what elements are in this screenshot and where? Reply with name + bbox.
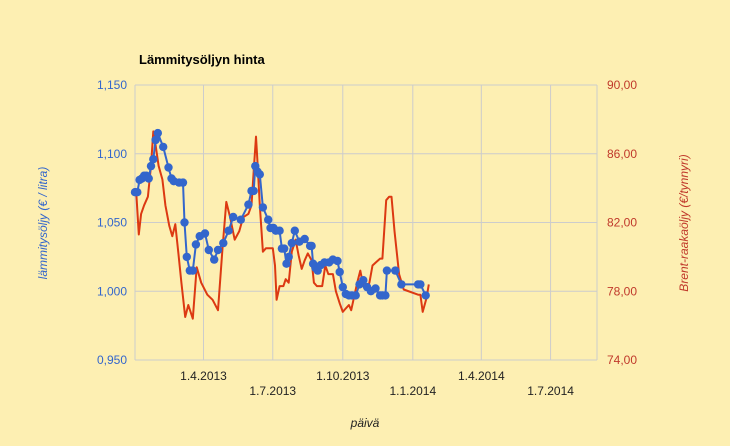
- data-point-heating-oil: [290, 226, 299, 235]
- data-point-heating-oil: [333, 256, 342, 266]
- x-tick-label: 1.7.2014: [527, 384, 574, 398]
- data-point-heating-oil: [146, 161, 156, 171]
- x-tick-label: 1.1.2014: [389, 384, 436, 398]
- data-point-heating-oil: [284, 252, 293, 262]
- data-point-heating-oil: [188, 266, 197, 275]
- y-axis-title-right: Brent-raakaöljy (€/tynnyri): [677, 154, 691, 291]
- chart-title: Lämmitysöljyn hinta: [139, 52, 265, 67]
- data-point-heating-oil: [351, 291, 360, 300]
- y-tick-label-left: 1,100: [97, 147, 127, 161]
- data-point-heating-oil: [200, 229, 210, 238]
- data-point-heating-oil: [258, 203, 268, 212]
- data-point-heating-oil: [282, 259, 291, 268]
- data-point-heating-oil: [371, 284, 380, 293]
- data-point-heating-oil: [391, 266, 400, 275]
- data-point-heating-oil: [210, 255, 219, 264]
- y-tick-label-left: 1,000: [97, 284, 127, 298]
- data-point-heating-oil: [224, 226, 233, 235]
- data-point-heating-oil: [300, 234, 309, 244]
- data-point-heating-oil: [191, 240, 201, 249]
- y-tick-label-right: 78,00: [607, 284, 637, 298]
- data-point-heating-oil: [416, 280, 425, 289]
- data-point-heating-oil: [178, 178, 188, 187]
- x-axis-title: päivä: [350, 416, 380, 430]
- data-point-heating-oil: [382, 266, 392, 275]
- x-tick-label: 1.7.2013: [249, 384, 296, 398]
- data-point-heating-oil: [421, 291, 430, 300]
- data-point-heating-oil: [249, 186, 258, 196]
- data-point-heating-oil: [213, 245, 223, 255]
- data-point-heating-oil: [335, 267, 344, 277]
- data-point-heating-oil: [397, 280, 406, 289]
- x-tick-label: 1.4.2013: [180, 369, 227, 383]
- data-point-heating-oil: [133, 188, 142, 197]
- y-tick-label-left: 0,950: [97, 353, 127, 367]
- data-point-heating-oil: [149, 155, 158, 164]
- y-tick-label-right: 86,00: [607, 147, 637, 161]
- data-point-heating-oil: [264, 215, 273, 224]
- data-point-heating-oil: [144, 174, 153, 183]
- data-point-heating-oil: [280, 244, 289, 253]
- data-point-heating-oil: [182, 252, 191, 262]
- y-tick-label-right: 82,00: [607, 216, 637, 230]
- data-point-heating-oil: [236, 215, 245, 224]
- data-point-heating-oil: [381, 291, 390, 300]
- tick-labels: 0,950 74,00 1,000 78,00 1,050 82,00 1,100 86,00…: [97, 78, 637, 398]
- data-point-heating-oil: [229, 212, 238, 222]
- grid: [134, 84, 598, 361]
- series-line-brent: [134, 130, 430, 320]
- data-point-heating-oil: [338, 282, 347, 292]
- x-tick-label: 1.4.2014: [458, 369, 505, 383]
- data-point-heating-oil: [153, 128, 162, 138]
- data-point-heating-oil: [164, 163, 173, 172]
- data-point-heating-oil: [159, 142, 168, 152]
- series: [130, 128, 430, 320]
- data-point-heating-oil: [219, 238, 228, 248]
- data-point-heating-oil: [244, 200, 253, 209]
- data-point-heating-oil: [359, 276, 368, 285]
- y-axis-title-left: lämmitysöljy (€ / litra): [36, 167, 50, 280]
- data-point-heating-oil: [204, 245, 213, 255]
- data-point-heating-oil: [180, 218, 189, 227]
- data-point-heating-oil: [287, 238, 296, 248]
- data-point-heating-oil: [255, 170, 264, 179]
- data-point-heating-oil: [307, 241, 316, 251]
- series-line-heating-oil: [135, 132, 427, 297]
- x-tick-label: 1.10.2013: [316, 369, 370, 383]
- data-point-heating-oil: [151, 135, 160, 145]
- y-tick-label-left: 1,150: [97, 78, 127, 92]
- data-point-heating-oil: [275, 226, 284, 235]
- y-tick-label-right: 90,00: [607, 78, 637, 92]
- y-tick-label-right: 74,00: [607, 353, 637, 367]
- y-tick-label-left: 1,050: [97, 216, 127, 230]
